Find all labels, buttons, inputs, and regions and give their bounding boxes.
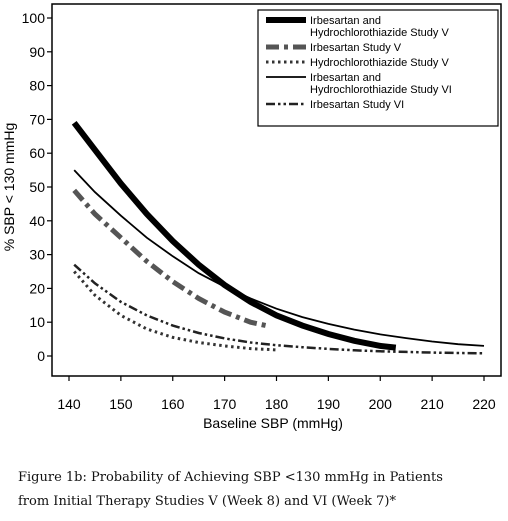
- y-axis-title: % SBP < 130 mmHg: [1, 123, 17, 252]
- caption-line-2: from Initial Therapy Studies V (Week 8) …: [18, 494, 396, 509]
- x-tick-label: 180: [265, 396, 289, 412]
- legend: Irbesartan and Hydrochlorothiazide Study …: [257, 9, 499, 127]
- x-tick-label: 190: [317, 396, 341, 412]
- x-tick-label: 220: [472, 396, 496, 412]
- x-tick-label: 160: [161, 396, 185, 412]
- series-layer: [71, 120, 485, 355]
- y-tick-label: 80: [29, 78, 45, 94]
- y-tick-label: 30: [29, 247, 45, 263]
- y-tick-label: 50: [29, 179, 45, 195]
- legend-label-4: Irbesartan and Hydrochlorothiazide Study …: [310, 72, 452, 96]
- series-line-4: [73, 169, 485, 347]
- y-tick-label: 10: [29, 314, 45, 330]
- y-tick-label: 40: [29, 213, 45, 229]
- series-line-1: [71, 120, 397, 351]
- y-tick-label: 70: [29, 111, 45, 127]
- axes: 0 10 20 30 40 50 60 70 80 90 100 140 150 160 170 180 190…: [22, 3, 502, 412]
- x-tick-label: 210: [420, 396, 444, 412]
- legend-label-2: Irbesartan Study V: [310, 42, 402, 54]
- series-line-2: [72, 188, 267, 329]
- x-tick-label: 140: [57, 396, 81, 412]
- figure-caption: Figure 1b: Probability of Achieving SBP …: [18, 466, 504, 514]
- y-tick-label: 90: [29, 44, 45, 60]
- legend-label-5: Irbesartan Study VI: [310, 99, 404, 111]
- x-axis-title: Baseline SBP (mmHg): [203, 415, 343, 431]
- y-tick-label: 0: [37, 348, 45, 364]
- legend-label-1: Irbesartan and Hydrochlorothiazide Study …: [310, 15, 449, 39]
- y-tick-label: 20: [29, 280, 45, 296]
- y-tick-label: 60: [29, 145, 45, 161]
- y-tick-label: 100: [22, 10, 46, 26]
- series-line-3: [73, 270, 277, 352]
- caption-line-1: Figure 1b: Probability of Achieving SBP …: [18, 470, 443, 485]
- x-tick-label: 200: [369, 396, 393, 412]
- x-tick-label: 150: [109, 396, 133, 412]
- legend-label-3: Hydrochlorothiazide Study V: [310, 57, 449, 69]
- x-tick-label: 170: [213, 396, 237, 412]
- legend-box: [257, 9, 499, 127]
